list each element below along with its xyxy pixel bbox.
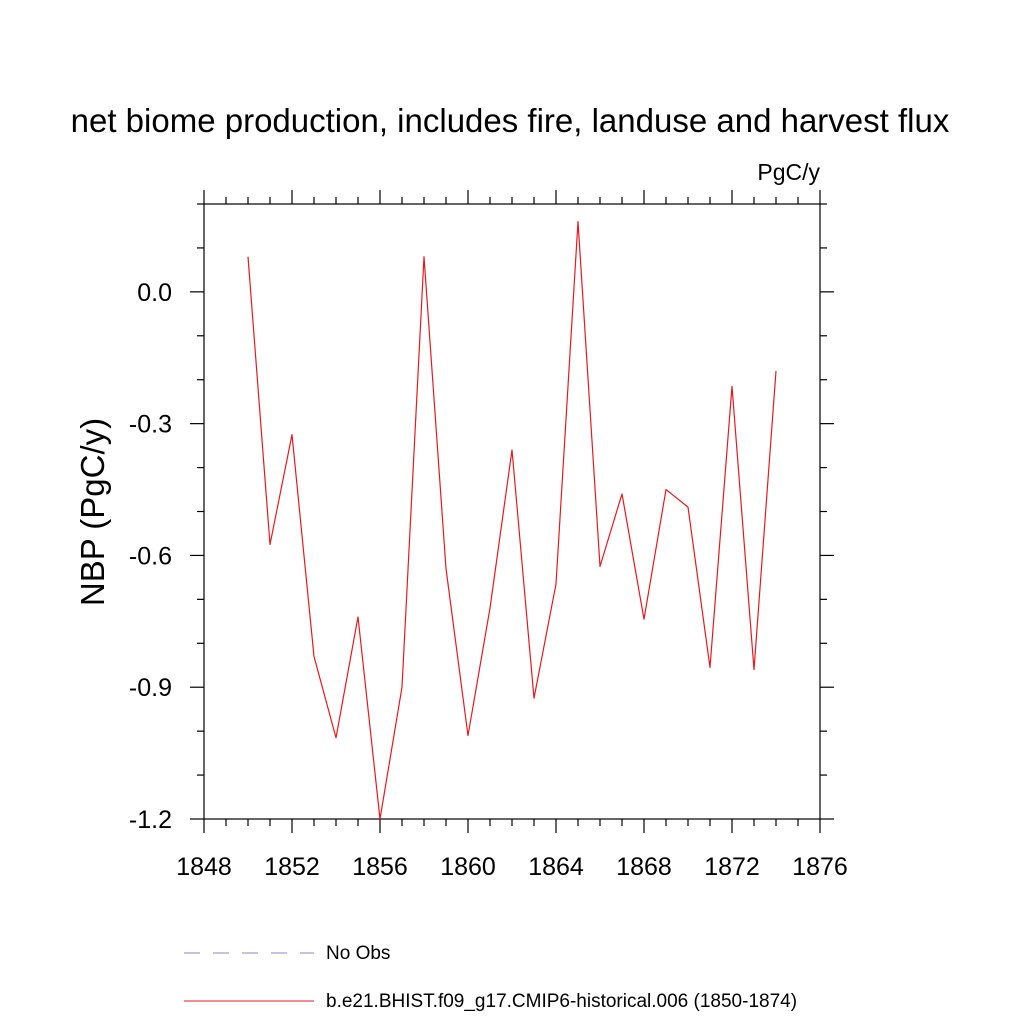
plot-frame bbox=[203, 203, 821, 820]
y-axis-label: NBP (PgC/y) bbox=[74, 418, 111, 606]
x-tick-label: 1848 bbox=[176, 853, 232, 881]
x-tick-label: 1860 bbox=[440, 853, 496, 881]
x-tick-label: 1868 bbox=[616, 853, 672, 881]
ticks-layer: 1848 1852 1856 1860 1864 1868 1872 1876 0.0 -0.3 -… bbox=[129, 190, 848, 881]
units-label: PgC/y bbox=[757, 159, 820, 185]
y-tick-label: -0.3 bbox=[129, 411, 172, 439]
legend-label-no-obs: No Obs bbox=[326, 943, 390, 964]
y-tick-label: -0.9 bbox=[129, 674, 172, 702]
x-tick-label: 1872 bbox=[704, 853, 760, 881]
x-tick-label: 1864 bbox=[528, 853, 584, 881]
y-tick-label: -0.6 bbox=[129, 542, 172, 570]
legend: No Obs b.e21.BHIST.f09_g17.CMIP6-histori… bbox=[184, 943, 797, 1012]
y-tick-label: -1.2 bbox=[129, 806, 172, 834]
chart-title: net biome production, includes fire, lan… bbox=[71, 102, 950, 139]
x-tick-label: 1852 bbox=[264, 853, 320, 881]
series-layer bbox=[247, 220, 777, 820]
x-tick-label: 1856 bbox=[352, 853, 408, 881]
y-tick-label: 0.0 bbox=[137, 279, 172, 307]
x-tick-label: 1876 bbox=[792, 853, 848, 881]
series-line-historical bbox=[247, 220, 777, 820]
legend-label-historical: b.e21.BHIST.f09_g17.CMIP6-historical.006… bbox=[326, 991, 797, 1012]
